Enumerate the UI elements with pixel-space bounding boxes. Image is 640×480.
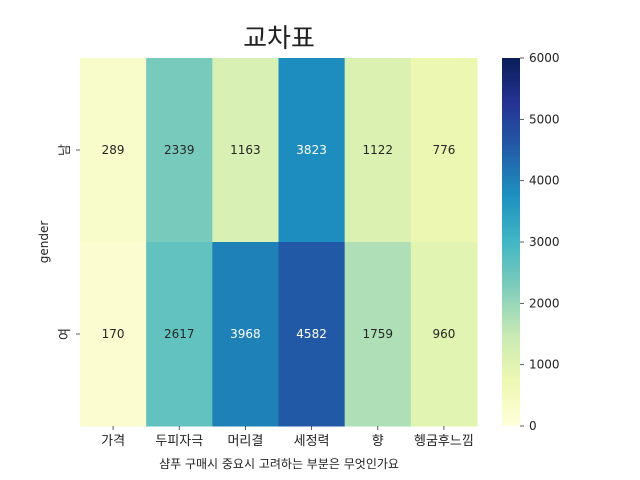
heatmap-cell (80, 242, 147, 427)
cell-value-label: 3823 (296, 143, 327, 157)
y-tick-labels: 남여 (58, 144, 80, 340)
x-tick-label: 향 (372, 434, 384, 449)
colorbar (502, 58, 520, 426)
chart-title: 교차표 (243, 24, 315, 54)
heatmap-cell (344, 242, 412, 427)
x-tick-label: 가격 (101, 434, 125, 449)
heatmap-cell (410, 58, 478, 243)
heatmap-cell (146, 242, 213, 427)
x-tick-label: 두피자극 (155, 434, 203, 449)
cell-value-label: 1759 (362, 327, 393, 341)
colorbar-tick-label: 6000 (529, 51, 560, 65)
heatmap-cell (212, 58, 279, 243)
heatmap-cell (344, 58, 412, 243)
y-tick-label: 남 (58, 144, 73, 156)
cell-value-label: 1163 (230, 143, 261, 157)
cell-value-label: 289 (102, 143, 125, 157)
heatmap-cell (212, 242, 279, 427)
colorbar-tick-label: 5000 (529, 112, 560, 126)
y-axis-label: gender (37, 221, 51, 264)
colorbar-tick-label: 3000 (529, 235, 560, 249)
colorbar-tick-label: 2000 (529, 296, 560, 310)
colorbar-tick-label: 0 (529, 419, 537, 433)
y-tick-label: 여 (58, 328, 73, 340)
x-tick-label: 머리결 (227, 434, 263, 449)
colorbar-ticks: 0 1000 2000 3000 4000 5000 6000 (520, 51, 560, 433)
colorbar-tick-label: 4000 (529, 174, 560, 188)
heatmap-cell (146, 58, 213, 243)
x-tick-labels: 가격 두피자극 머리결 세정력 향 헹굼후느낌 (101, 426, 474, 449)
cell-value-label: 4582 (296, 327, 327, 341)
x-tick-label: 세정력 (294, 434, 330, 449)
heatmap-cell (278, 58, 346, 243)
x-tick-label: 헹굼후느낌 (414, 434, 474, 449)
x-axis-label: 샴푸 구매시 중요시 고려하는 부분은 무엇인가요 (159, 457, 399, 471)
cell-value-label: 3968 (230, 327, 261, 341)
cell-value-label: 2339 (164, 143, 195, 157)
cell-value-label: 776 (432, 143, 455, 157)
heatmap-cells: 289 2339 1163 3823 1122 776 170 2617 3968 4582 175… (80, 58, 478, 427)
heatmap-cell (80, 58, 147, 243)
heatmap-cell (278, 242, 346, 427)
cell-value-label: 2617 (164, 327, 195, 341)
cell-value-label: 960 (432, 327, 455, 341)
cell-value-label: 170 (102, 327, 125, 341)
heatmap-cell (410, 242, 478, 427)
colorbar-tick-label: 1000 (529, 358, 560, 372)
cell-value-label: 1122 (362, 143, 393, 157)
